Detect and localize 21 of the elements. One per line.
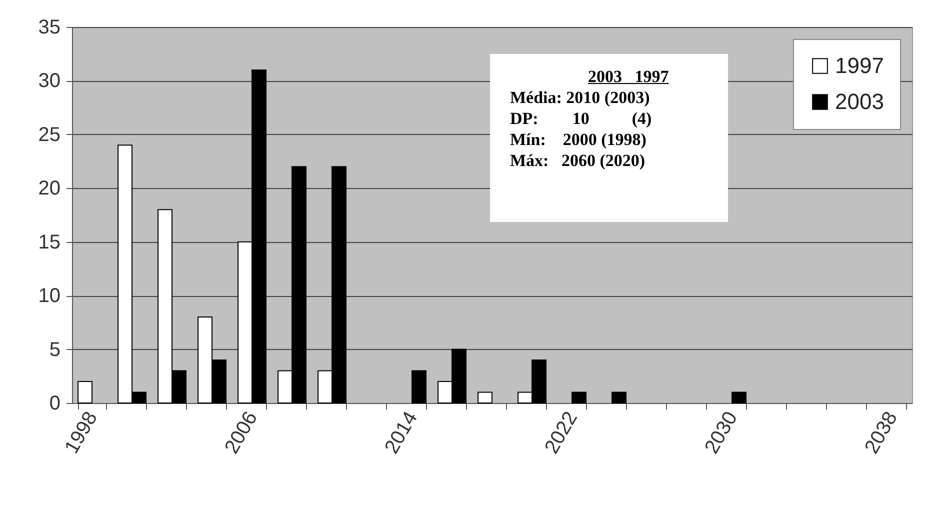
bar: [412, 370, 426, 404]
y-tick-label: 25: [38, 124, 60, 146]
bar: [478, 392, 492, 404]
bar: [78, 381, 92, 404]
annotation: 2003 1997: [587, 66, 670, 87]
annotation: DP: 10 (4): [510, 108, 653, 129]
bar: [732, 392, 746, 404]
bar: [612, 392, 626, 404]
y-tick-label: 0: [49, 392, 60, 414]
annotation: Média: 2010 (2003): [510, 87, 651, 108]
annotation: Mín: 2000 (1998): [510, 129, 648, 150]
y-tick-label: 20: [38, 178, 60, 200]
y-tick-label: 5: [49, 338, 60, 361]
bar: [572, 392, 586, 404]
y-tick-label: 35: [38, 16, 60, 38]
y-tick-label: 30: [38, 70, 60, 92]
y-tick-label: 10: [38, 285, 60, 308]
legend-label: 1997: [835, 53, 884, 78]
annotation: Máx: 2060 (2020): [510, 150, 646, 171]
y-tick-label: 15: [38, 231, 60, 254]
legend-label: 2003: [835, 89, 884, 114]
